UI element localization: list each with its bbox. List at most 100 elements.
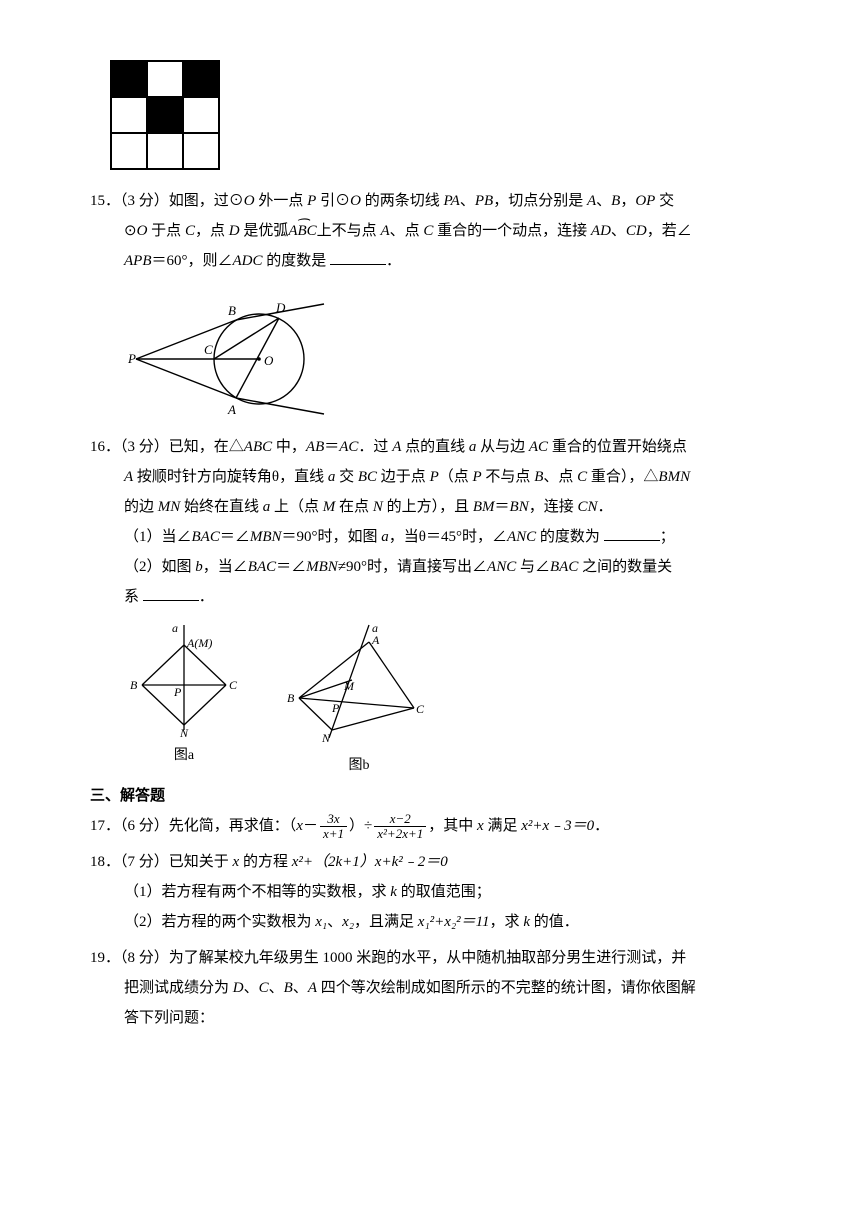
- p16-figures: a A(M) B P C N 图a a A B M P C N 图b: [124, 620, 770, 774]
- p17-text: ，其中: [428, 818, 477, 834]
- blank-answer: [330, 251, 386, 265]
- p18-sub1: （1）若方程有两个不相等的实数根，求: [124, 884, 390, 900]
- p18-text: 的取值范围；: [397, 884, 491, 900]
- p19-A: A: [308, 980, 317, 996]
- p16-text: ，当θ＝45°时，∠: [389, 529, 507, 545]
- figure-a-caption: 图a: [124, 744, 244, 764]
- p16-P: P: [473, 469, 482, 485]
- p16-text: 上（点: [270, 499, 323, 515]
- p15-PB: PB: [475, 193, 493, 209]
- p16-text: ≠90°时，请直接写出∠: [338, 559, 487, 575]
- p18-text: 的值．: [530, 914, 579, 930]
- p15-C: C: [185, 223, 195, 239]
- p16-AC: AC: [339, 439, 358, 455]
- p16-points: （3 分）: [120, 439, 169, 455]
- svg-text:A: A: [227, 402, 236, 417]
- p18-text: 的方程: [239, 854, 292, 870]
- p15-points: （3 分）: [120, 193, 169, 209]
- p16-BC: BC: [358, 469, 377, 485]
- grid-cell: [147, 61, 183, 97]
- problem-16: 16．（3 分）已知，在△ABC 中，AB＝AC．过 A 点的直线 a 从与边 …: [90, 432, 770, 612]
- p18-text: 、: [327, 914, 342, 930]
- grid-cell: [183, 97, 219, 133]
- p15-O: O: [350, 193, 361, 209]
- p16-AB: AB: [306, 439, 324, 455]
- figure-a-svg: a A(M) B P C N: [124, 620, 244, 740]
- p16-N: N: [373, 499, 383, 515]
- circle-tangent-figure: P B D C O A: [124, 284, 334, 424]
- svg-text:A(M): A(M): [186, 636, 212, 650]
- p15-text: 的度数是: [263, 253, 331, 269]
- p15-CD: CD: [626, 223, 647, 239]
- p15-text: ，: [620, 193, 635, 209]
- p16-A: A: [392, 439, 401, 455]
- problem-15: 15．（3 分）如图，过⊙O 外一点 P 引⊙O 的两条切线 PA、PB，切点分…: [90, 186, 770, 276]
- p16-BN: BN: [510, 499, 529, 515]
- svg-text:P: P: [173, 685, 182, 699]
- p16-text: 从与边: [476, 439, 529, 455]
- p18-sub2: （2）若方程的两个实数根为: [124, 914, 315, 930]
- p15-text: ，若∠: [647, 223, 692, 239]
- grid-figure: [110, 60, 770, 170]
- p15-number: 15．: [90, 193, 120, 209]
- p17-text: ）÷: [349, 818, 372, 834]
- p16-M: M: [323, 499, 336, 515]
- grid-cell: [111, 97, 147, 133]
- problem-17: 17．（6 分）先化简，再求值：（x－3xx+1）÷x−2x²+2x+1，其中 …: [90, 811, 770, 841]
- p18-k: k: [390, 884, 397, 900]
- svg-text:M: M: [343, 679, 355, 693]
- p17-number: 17．: [90, 818, 120, 834]
- frac1-num: 3x: [320, 812, 347, 827]
- fraction-1: 3xx+1: [320, 812, 347, 842]
- p16-text: 始终在直线: [180, 499, 263, 515]
- p16-BM: BM: [473, 499, 495, 515]
- p15-A: A: [380, 223, 389, 239]
- p16-text: ＝∠: [276, 559, 306, 575]
- p19-C: C: [259, 980, 269, 996]
- p15-text: 引⊙: [316, 193, 350, 209]
- p16-text: ＝: [324, 439, 339, 455]
- p16-BAC: BAC: [248, 559, 276, 575]
- p16-C: C: [577, 469, 587, 485]
- svg-text:A: A: [371, 633, 380, 647]
- grid-cell: [147, 97, 183, 133]
- p17-minus: －: [303, 818, 318, 834]
- p16-sub2: （2）如图: [124, 559, 195, 575]
- p16-text: 中，: [272, 439, 306, 455]
- p18-eq: x₁²+x₂²＝11: [418, 914, 490, 930]
- p15-ADC: ADC: [233, 253, 263, 269]
- p17-text: ．: [594, 818, 609, 834]
- p15-text: ，切点分别是: [493, 193, 587, 209]
- p16-ANC: ANC: [487, 559, 516, 575]
- grid-cell: [183, 61, 219, 97]
- p16-text: 、点: [543, 469, 577, 485]
- p15-OP: OP: [635, 193, 655, 209]
- p15-arc: ABC: [288, 216, 316, 246]
- figure-b: a A B M P C N 图b: [284, 620, 434, 774]
- p16-text: ，当∠: [203, 559, 248, 575]
- svg-text:B: B: [287, 691, 295, 705]
- section-3-title: 三、解答题: [90, 784, 770, 805]
- p15-O: O: [137, 223, 148, 239]
- p16-text: 系: [124, 589, 143, 605]
- p16-text: ＝∠: [220, 529, 250, 545]
- p16-text: ．过: [358, 439, 392, 455]
- p16-BAC: BAC: [550, 559, 578, 575]
- p19-text: 、: [244, 980, 259, 996]
- p17-text: 满足: [484, 818, 522, 834]
- p15-text: 是优弧: [240, 223, 289, 239]
- p15-text: 、: [611, 223, 626, 239]
- p15-APB: APB: [124, 253, 152, 269]
- p15-text: ⊙: [124, 223, 137, 239]
- p17-text: 先化简，再求值：（: [169, 818, 297, 834]
- grid-table: [110, 60, 220, 170]
- p16-text: 的上方），且: [383, 499, 473, 515]
- p16-ANC: ANC: [507, 529, 536, 545]
- p17-expr: x²+x﹣3＝0: [521, 818, 594, 834]
- p19-l3: 答下列问题：: [124, 1010, 214, 1026]
- p19-text: 四个等次绘制成如图所示的不完整的统计图，请你依图解: [317, 980, 696, 996]
- problem-19: 19．（8 分）为了解某校九年级男生 1000 米跑的水平，从中随机抽取部分男生…: [90, 943, 770, 1033]
- p16-text: ＝: [495, 499, 510, 515]
- p19-text: 、: [293, 980, 308, 996]
- p15-text: 、: [596, 193, 611, 209]
